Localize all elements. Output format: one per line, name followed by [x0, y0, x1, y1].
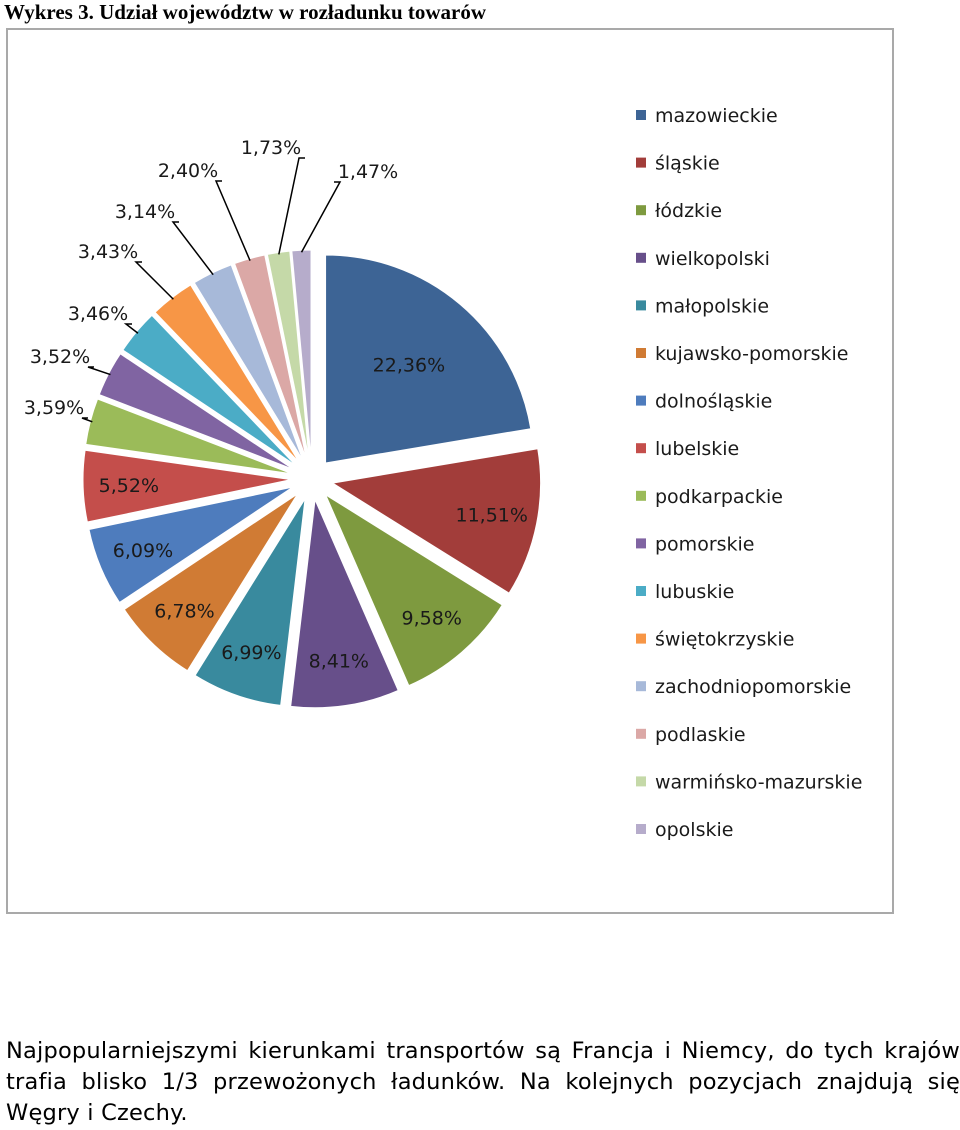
- legend-label-dolnoslaskie: dolnośląskie: [655, 391, 772, 413]
- data-label-slaskie: 11,51%: [456, 505, 528, 527]
- pie-slice-opolskie: [291, 249, 312, 459]
- data-label-mazowieckie: 22,36%: [373, 355, 445, 377]
- legend-label-kujawsko-pomorskie: kujawsko-pomorskie: [655, 343, 848, 365]
- data-label-swietokrzyskie: 3,43%: [78, 241, 138, 263]
- leader-line-opolskie: [300, 181, 342, 253]
- data-label-lubelskie: 5,52%: [99, 475, 159, 497]
- legend-swatch-opolskie: [636, 824, 646, 834]
- pie-slice-lubelskie: [82, 449, 292, 523]
- legend-swatch-swietokrzyskie: [636, 633, 646, 644]
- data-label-dolnoslaskie: 6,09%: [113, 540, 173, 562]
- legend-swatch-dolnoslaskie: [636, 395, 646, 406]
- legend-swatch-mazowieckie: [636, 110, 646, 120]
- legend-label-mazowieckie: mazowieckie: [655, 105, 778, 127]
- legend-swatch-pomorskie: [636, 538, 646, 549]
- legend-swatch-podlaskie: [636, 728, 646, 739]
- legend-label-opolskie: opolskie: [655, 819, 733, 841]
- legend-label-slaskie: śląskie: [655, 153, 720, 175]
- data-label-wielkopolski: 8,41%: [309, 650, 369, 672]
- legend-swatch-kujawsko-pomorskie: [636, 348, 646, 358]
- legend-swatch-lodzkie: [636, 205, 646, 216]
- data-label-opolskie: 1,47%: [338, 161, 398, 183]
- pie-slice-lodzkie: [324, 493, 503, 687]
- leader-line-podlaskie: [214, 180, 251, 261]
- legend-label-pomorskie: pomorskie: [655, 533, 755, 555]
- legend-swatch-lubuskie: [636, 586, 646, 596]
- legend-label-lodzkie: łódzkie: [655, 200, 722, 222]
- legend-label-malopolskie: małopolskie: [655, 295, 769, 317]
- data-label-warminsko-mazurskie: 1,73%: [241, 137, 301, 159]
- legend-swatch-warminsko-mazurskie: [636, 776, 646, 787]
- legend-swatch-slaskie: [636, 157, 646, 168]
- legend-swatch-zachodniopomorskie: [636, 681, 646, 692]
- legend-label-podlaskie: podlaskie: [655, 724, 746, 746]
- legend-swatch-lubelskie: [636, 443, 646, 454]
- leader-line-pomorskie: [87, 366, 111, 376]
- data-label-malopolskie: 6,99%: [221, 642, 281, 664]
- pie-slice-malopolskie: [194, 498, 306, 706]
- legend-swatch-podkarpackie: [636, 490, 646, 501]
- chart-frame: 22,36% 11,51% 9,58% 8,41% 6,99% 6,78% 6,09% 5,5…: [6, 28, 894, 914]
- pie-slice-slaskie: [331, 448, 542, 594]
- data-label-lubuskie: 3,46%: [68, 303, 128, 325]
- data-label-pomorskie: 3,52%: [30, 346, 90, 368]
- leader-line-warminsko-mazurskie: [278, 157, 305, 255]
- data-label-zachodniopomorskie: 3,14%: [115, 201, 175, 223]
- legend-swatch-malopolskie: [636, 300, 646, 311]
- pie-chart: 22,36% 11,51% 9,58% 8,41% 6,99% 6,78% 6,09% 5,5…: [24, 105, 863, 841]
- legend-label-podkarpackie: podkarpackie: [655, 486, 783, 508]
- pie-slice-mazowieckie: [325, 254, 532, 464]
- pie-slice-kujawsko-pomorskie: [123, 493, 298, 672]
- leader-line-zachodniopomorskie: [171, 221, 214, 276]
- legend-label-lubelskie: lubelskie: [655, 438, 739, 460]
- legend-swatch-wielkopolski: [636, 252, 646, 263]
- leader-line-podkarpackie: [81, 417, 93, 423]
- body-paragraph: Najpopularniejszymi kierunkami transport…: [6, 1038, 960, 1126]
- legend-label-swietokrzyskie: świętokrzyskie: [655, 629, 794, 651]
- pie-slice-wielkopolski: [290, 497, 399, 709]
- legend-label-warminsko-mazurskie: warmińsko-mazurskie: [655, 771, 862, 793]
- leader-line-swietokrzyskie: [134, 261, 174, 300]
- legend-label-wielkopolski: wielkopolski: [655, 248, 770, 270]
- figure-caption: Wykres 3. Udział województw w rozładunku…: [4, 0, 487, 24]
- data-label-podlaskie: 2,40%: [158, 160, 218, 182]
- data-label-lodzkie: 9,58%: [402, 608, 462, 630]
- data-label-kujawsko-pomorskie: 6,78%: [154, 601, 214, 623]
- legend-label-zachodniopomorskie: zachodniopomorskie: [655, 676, 851, 698]
- legend-label-lubuskie: lubuskie: [655, 581, 734, 603]
- pie-slice-dolnoslaskie: [88, 486, 293, 604]
- leader-line-lubuskie: [123, 323, 139, 334]
- data-label-podkarpackie: 3,59%: [24, 397, 84, 419]
